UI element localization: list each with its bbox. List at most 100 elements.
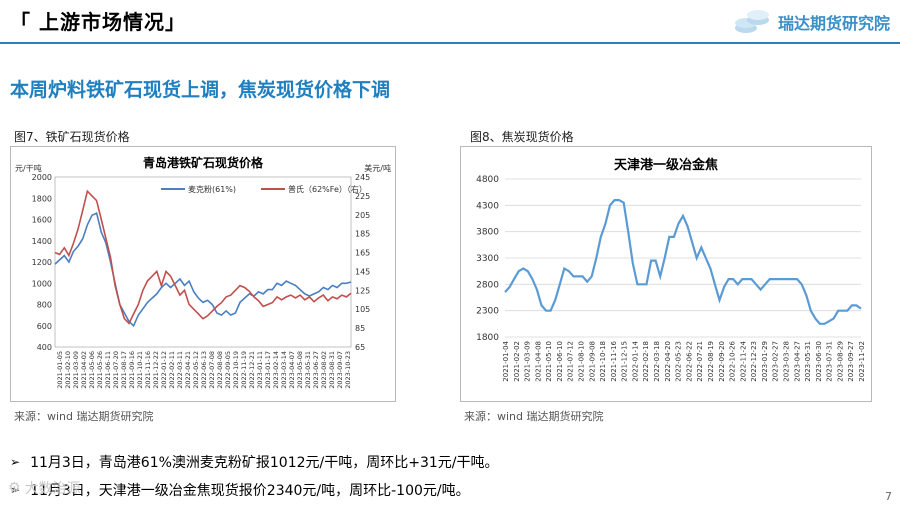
- figure-7-title: 图7、铁矿石现货价格: [14, 130, 130, 144]
- x-tick-label: 2022-01-14: [631, 340, 639, 381]
- y-tick: 4300: [476, 201, 499, 211]
- x-tick-label: 2021-05-10: [545, 341, 553, 382]
- x-tick-label: 2023-02-27: [772, 341, 780, 382]
- x-tick-label: 2023-10-23: [344, 351, 352, 389]
- headline: 本周炉料铁矿石现货上调，焦炭现货价格下调: [10, 79, 391, 101]
- x-tick-label: 2022-12-21: [248, 351, 256, 389]
- x-tick-label: 2023-02-14: [272, 351, 280, 389]
- y-tick-right: 245: [355, 173, 370, 182]
- x-tick-label: 2023-06-30: [815, 341, 823, 382]
- x-tick-label: 2023-08-02: [320, 351, 328, 389]
- x-tick-label: 2022-11-19: [240, 351, 248, 389]
- x-tick-label: 2022-08-08: [216, 351, 224, 389]
- x-tick-label: 2021-09-08: [588, 341, 596, 382]
- x-tick-label: 2023-01-17: [264, 351, 272, 389]
- coke-chart: 天津港一级冶金焦 1800 2300 2800 3300 3800 4300 4800 2021…: [460, 146, 872, 402]
- y-tick-right: 65: [355, 343, 365, 352]
- x-tick-label: 2023-07-31: [826, 341, 834, 382]
- bullet-item: ➢ 11月3日，天津港一级冶金焦现货报价2340元/吨，周环比-100元/吨。: [10, 480, 470, 500]
- y-tick: 4800: [476, 175, 499, 185]
- x-tick-label: 2021-03-09: [72, 351, 80, 389]
- y-tick-left: 1400: [32, 237, 52, 246]
- x-tick-label: 2023-05-08: [296, 351, 304, 389]
- figure-8-source: 来源：wind 瑞达期货研究院: [464, 410, 604, 423]
- x-tick-label: 2021-07-12: [567, 341, 575, 382]
- x-tick-label: 2023-03-28: [782, 341, 790, 382]
- x-tick-label: 2021-12-22: [152, 351, 160, 389]
- x-tick-label: 2023-09-27: [847, 341, 855, 382]
- y-tick-right: 205: [355, 211, 370, 220]
- x-tick-label: 2023-08-29: [836, 341, 844, 382]
- x-tick-label: 2023-03-14: [280, 351, 288, 389]
- x-tick-label: 2022-07-08: [208, 351, 216, 389]
- x-tick-label: 2021-01-04: [502, 340, 510, 381]
- y-tick: 2300: [476, 307, 499, 317]
- y-tick-left: 1200: [32, 258, 52, 267]
- y-tick-right: 185: [355, 230, 370, 239]
- x-tick-label: 2021-05-06: [88, 351, 96, 389]
- x-tick-label: 2021-04-02: [80, 351, 88, 389]
- x-tick-label: 2021-06-11: [104, 351, 112, 389]
- y-tick-left: 1800: [32, 194, 52, 203]
- x-tick-label: 2023-04-27: [793, 341, 801, 382]
- brand-name: 瑞达期货研究院: [777, 14, 890, 33]
- x-tick-label: 2023-11-02: [858, 341, 866, 382]
- figure-7-source: 来源：wind 瑞达期货研究院: [14, 410, 154, 423]
- legend-label: 麦克粉(61%): [188, 184, 236, 194]
- y-tick: 3800: [476, 228, 499, 238]
- coke-price-line: [504, 198, 862, 325]
- x-tick-label: 2021-03-09: [524, 341, 532, 382]
- figure-8-title: 图8、焦炭现货价格: [470, 130, 574, 144]
- header-divider: [0, 42, 900, 44]
- x-tick-label: 2022-04-21: [184, 351, 192, 389]
- x-tick-label: 2021-06-10: [556, 341, 564, 382]
- coins-logo-icon: [734, 10, 769, 33]
- y-tick-left: 1600: [32, 216, 52, 225]
- y-tick-right: 225: [355, 192, 370, 201]
- x-tick-label: 2021-11-16: [144, 351, 152, 389]
- y-tick-right: 85: [355, 324, 365, 333]
- y-tick-right: 145: [355, 267, 370, 276]
- x-tick-label: 2022-03-18: [653, 341, 661, 382]
- y-tick-left: 400: [37, 343, 52, 352]
- x-tick-label: 2023-01-29: [761, 341, 769, 382]
- bullet-arrow-icon: ➢: [10, 483, 21, 497]
- watermark-text: 大数治源: [24, 481, 81, 497]
- x-tick-label: 2021-01-05: [56, 351, 64, 389]
- y-tick-left: 2000: [32, 173, 52, 182]
- x-tick-label: 2022-10-26: [729, 340, 737, 381]
- x-tick-label: 2023-08-31: [328, 351, 336, 389]
- y-tick-right: 165: [355, 249, 370, 258]
- y-axis-right-label: 美元/吨: [364, 163, 391, 173]
- series-line-1: [54, 211, 352, 328]
- x-tick-label: 2022-02-18: [642, 341, 650, 382]
- x-tick-label: 2023-05-31: [804, 341, 812, 382]
- y-tick: 2800: [476, 280, 499, 290]
- x-tick-label: 2022-02-11: [168, 351, 176, 389]
- plot-area: [54, 176, 352, 348]
- x-tick-label: 2022-01-12: [160, 351, 168, 389]
- x-tick-label: 2021-10-21: [136, 351, 144, 389]
- x-tick-label: 2022-06-13: [200, 351, 208, 389]
- x-tick-label: 2021-07-20: [112, 351, 120, 389]
- iron-ore-chart: 青岛港铁矿石现货价格 元/干吨 美元/吨 400 600 800 1000 1200 1400 1…: [10, 146, 396, 402]
- watermark-logo-icon: ⚙: [8, 480, 21, 496]
- x-tick-label: 2021-11-16: [610, 340, 618, 381]
- bullet-arrow-icon: ➢: [10, 455, 21, 469]
- x-tick-label: 2022-09-05: [224, 351, 232, 389]
- x-tick-label: 2021-02-10: [64, 351, 72, 389]
- x-tick-label: 2021-10-18: [599, 341, 607, 382]
- x-tick-label: 2023-04-07: [288, 351, 296, 389]
- brand-logo: 瑞达期货研究院: [732, 6, 890, 38]
- x-tick-label: 2022-06-22: [685, 341, 693, 382]
- x-tick-label: 2022-09-20: [718, 341, 726, 382]
- x-tick-label: 2022-11-24: [739, 340, 747, 381]
- x-tick-label: 2023-09-07: [336, 351, 344, 389]
- x-tick-label: 2021-08-10: [578, 341, 586, 382]
- x-tick-label: 2022-08-19: [707, 341, 715, 382]
- x-tick-label: 2022-07-21: [696, 341, 704, 382]
- x-tick-label: 2021-12-15: [621, 341, 629, 382]
- x-tick-label: 2021-04-08: [534, 341, 542, 382]
- x-tick-label: 2021-08-17: [120, 351, 128, 389]
